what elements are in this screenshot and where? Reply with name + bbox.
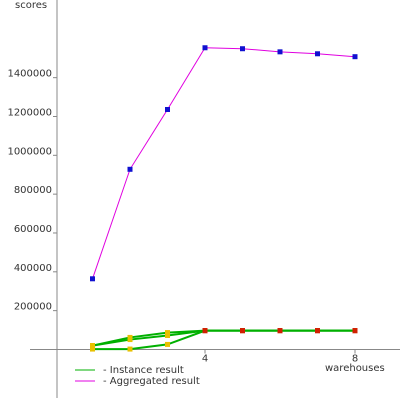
aggregated-line: [92, 47, 356, 279]
legend-label: - Aggregated result: [103, 376, 200, 387]
y-tick-label: 1200000: [7, 107, 52, 118]
aggregated-point: [127, 166, 133, 172]
instance-point: [277, 328, 283, 334]
aggregated-point: [90, 276, 95, 282]
y-axis-label: scores: [15, 0, 47, 11]
x-tick-label: 8: [352, 353, 358, 364]
aggregated-point: [315, 51, 320, 57]
instance-point: [315, 328, 320, 334]
y-tick-label: 800000: [14, 185, 52, 196]
y-tick-label: 1400000: [7, 69, 52, 80]
instance-point: [202, 328, 208, 334]
instance-point: [127, 337, 133, 343]
aggregated-point: [352, 54, 358, 60]
x-axis-label: warehouses: [325, 363, 385, 374]
instance-point: [90, 346, 95, 352]
instance-point: [165, 332, 170, 338]
instance-line: [92, 329, 355, 351]
instance-point: [90, 343, 95, 349]
y-tick-label: 200000: [14, 302, 52, 313]
legend-label: - Instance result: [103, 365, 184, 376]
y-tick-label: 600000: [14, 224, 52, 235]
x-tick-label: 4: [202, 353, 208, 364]
aggregated-point: [240, 46, 245, 52]
instance-point: [352, 328, 358, 334]
instance-point: [165, 341, 170, 347]
instance-point: [240, 328, 245, 334]
instance-point: [165, 330, 170, 336]
aggregated-point: [277, 49, 283, 55]
y-tick-label: 1000000: [7, 146, 52, 157]
aggregated-point: [165, 106, 170, 112]
y-tick-label: 400000: [14, 263, 52, 274]
instance-point: [127, 346, 133, 352]
aggregated-point: [202, 45, 208, 51]
